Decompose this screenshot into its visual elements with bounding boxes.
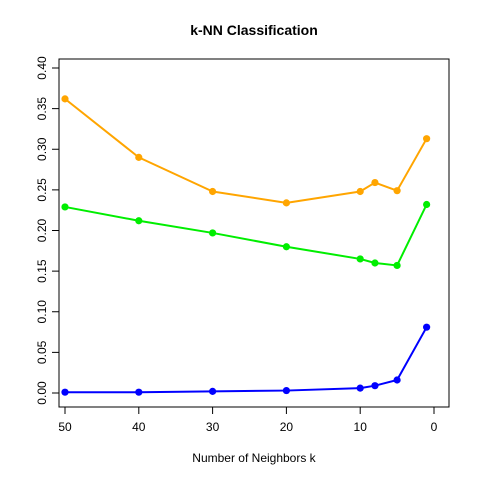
series-point-1-3: [282, 243, 290, 251]
x-tick-label-3: 20: [280, 420, 294, 434]
y-tick-label-0: 0.00: [35, 381, 49, 405]
series-point-0-0: [61, 95, 69, 103]
chart-title: k-NN Classification: [190, 22, 318, 38]
series-line-2: [64, 326, 428, 394]
series-point-2-0: [61, 388, 69, 396]
series-point-2-1: [135, 388, 143, 396]
series-point-1-1: [135, 217, 143, 225]
series-point-2-6: [393, 376, 401, 384]
x-tick-label-2: 30: [206, 420, 220, 434]
series-point-2-4: [356, 384, 364, 392]
series-point-2-7: [423, 323, 431, 331]
series-2: [61, 323, 431, 396]
x-tick-label-4: 10: [354, 420, 368, 434]
x-axis-label: Number of Neighbors k: [192, 451, 316, 465]
y-tick-label-1: 0.05: [35, 340, 49, 364]
series-0: [61, 95, 431, 207]
y-axis: 0.00 0.05 0.10 0.15 0.20 0.25 0.30 0.35 0.40: [35, 56, 60, 405]
y-tick-label-5: 0.25: [35, 178, 49, 202]
y-tick-label-8: 0.40: [35, 56, 49, 80]
series-point-0-2: [209, 187, 217, 196]
x-axis: 50 40 30 20 10 0: [58, 406, 438, 434]
series-line-1: [64, 203, 428, 267]
series-point-1-2: [209, 229, 217, 237]
series-point-0-1: [135, 153, 143, 161]
series-point-0-3: [282, 199, 290, 207]
y-tick-label-7: 0.35: [35, 97, 49, 121]
series-point-1-7: [423, 200, 431, 209]
series-point-0-4: [356, 187, 364, 196]
y-tick-label-6: 0.30: [35, 137, 49, 161]
x-tick-label-0: 50: [58, 420, 72, 434]
series-point-1-4: [356, 255, 364, 263]
series-1: [61, 200, 431, 270]
x-tick-label-1: 40: [132, 420, 146, 434]
series-point-1-5: [371, 259, 379, 267]
series-point-0-7: [423, 135, 431, 143]
y-tick-label-3: 0.15: [35, 259, 49, 283]
series-point-0-6: [393, 187, 401, 195]
series-point-1-6: [393, 261, 401, 270]
series-point-2-5: [371, 382, 379, 390]
y-tick-label-4: 0.20: [35, 218, 49, 242]
series-point-2-2: [209, 387, 217, 395]
series-point-0-5: [371, 178, 379, 187]
plot-area: [58, 58, 450, 408]
x-tick-label-5: 0: [431, 420, 438, 434]
series-point-1-0: [61, 203, 69, 211]
series-layer: [61, 95, 431, 396]
series-line-0: [64, 97, 428, 204]
y-tick-label-2: 0.10: [35, 300, 49, 324]
series-point-2-3: [282, 386, 290, 395]
